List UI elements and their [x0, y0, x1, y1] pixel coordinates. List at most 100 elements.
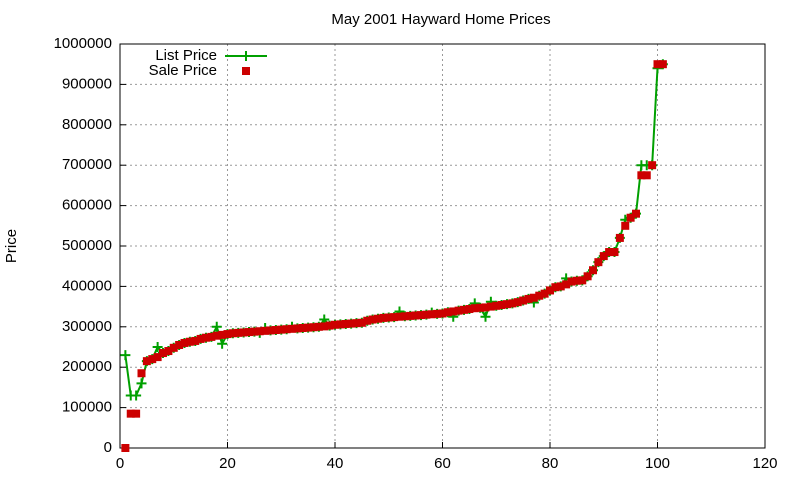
sale-point [524, 294, 533, 303]
y-tick-label: 600000 [62, 197, 112, 214]
sale-point [637, 171, 646, 180]
sale-point [443, 308, 452, 317]
list-point [217, 338, 228, 349]
sale-point [347, 319, 356, 328]
sale-point [180, 338, 189, 347]
plot-border [119, 43, 766, 449]
sale-point [298, 324, 307, 333]
sale-point [390, 313, 399, 322]
x-tick-label: 20 [219, 455, 236, 472]
sale-point [589, 266, 597, 275]
sale-point [562, 280, 571, 289]
sale-point [271, 326, 280, 335]
sale-point [406, 311, 415, 320]
sale-point [583, 272, 592, 281]
x-tick-label: 80 [542, 455, 559, 472]
sale-point [433, 309, 442, 318]
sale-point [497, 300, 506, 309]
sale-point [175, 340, 184, 349]
sale-point [325, 321, 334, 330]
sale-point [202, 333, 210, 342]
sale-point [648, 161, 657, 170]
sale-point [519, 296, 528, 305]
sale-point [293, 324, 302, 333]
sale-point [336, 320, 345, 329]
sale-point [239, 328, 248, 337]
x-tick-label: 120 [752, 455, 777, 472]
sale-point [642, 171, 651, 180]
sale-point [250, 327, 259, 336]
list-point [136, 378, 147, 389]
sale-point [465, 305, 474, 314]
x-tick-label: 60 [434, 455, 451, 472]
sale-point [374, 314, 382, 323]
legend-label: Sale Price [149, 62, 217, 79]
sale-point [234, 328, 243, 337]
sale-point [352, 319, 361, 328]
sale-point [309, 323, 318, 332]
legend-label: List Price [155, 47, 217, 64]
sale-point [653, 60, 662, 69]
y-tick-label: 400000 [62, 277, 112, 294]
sale-point [535, 291, 544, 300]
sale-point [277, 325, 286, 334]
sale-point [368, 315, 377, 324]
sale-point [615, 233, 624, 242]
sale-point [470, 304, 479, 313]
sale-point [142, 357, 151, 366]
sale-point [331, 320, 339, 329]
sale-point [126, 409, 135, 418]
legend-marker [241, 51, 251, 61]
sale-point [266, 326, 275, 335]
sale-point [599, 252, 608, 261]
sale-point [282, 325, 291, 334]
x-tick-label: 40 [327, 455, 344, 472]
sale-point [621, 221, 630, 230]
sale-point [529, 293, 538, 302]
sale-point [476, 303, 485, 312]
y-tick-label: 1000000 [54, 35, 112, 52]
sale-point [508, 299, 517, 308]
list-point [131, 390, 142, 401]
sale-point [460, 305, 468, 314]
sale-point [610, 248, 619, 257]
sale-point [207, 332, 216, 341]
sale-point [438, 309, 447, 318]
sale-point [449, 307, 458, 316]
sale-point [185, 337, 194, 346]
x-tick-label: 0 [116, 455, 124, 472]
y-tick-label: 800000 [62, 116, 112, 133]
y-tick-label: 500000 [62, 237, 112, 254]
sale-point [363, 316, 372, 325]
y-tick-label: 300000 [62, 318, 112, 335]
sale-point [492, 301, 501, 310]
sale-point [546, 286, 554, 295]
sale-point [578, 276, 587, 285]
y-tick-label: 700000 [62, 156, 112, 173]
sale-point [605, 248, 614, 257]
sale-point [556, 282, 565, 291]
sale-point [572, 276, 581, 285]
x-tick-label: 100 [645, 455, 670, 472]
sale-point [191, 336, 200, 345]
sale-point [486, 302, 495, 311]
sale-point [228, 329, 237, 338]
sale-point [341, 319, 350, 328]
y-tick-label: 100000 [62, 399, 112, 416]
sale-point [395, 312, 404, 321]
list-point [120, 350, 131, 361]
sale-point [245, 328, 253, 337]
y-tick-label: 200000 [62, 358, 112, 375]
list-point [152, 342, 163, 352]
sale-point [503, 300, 511, 309]
y-axis-label: Price [3, 229, 20, 263]
sale-point [513, 298, 522, 307]
sale-point [148, 355, 157, 364]
sale-point [357, 318, 366, 327]
sale-point [261, 326, 270, 335]
sale-point [212, 331, 221, 340]
sale-point [551, 283, 560, 292]
sale-point [164, 347, 173, 356]
sale-point [454, 306, 463, 315]
